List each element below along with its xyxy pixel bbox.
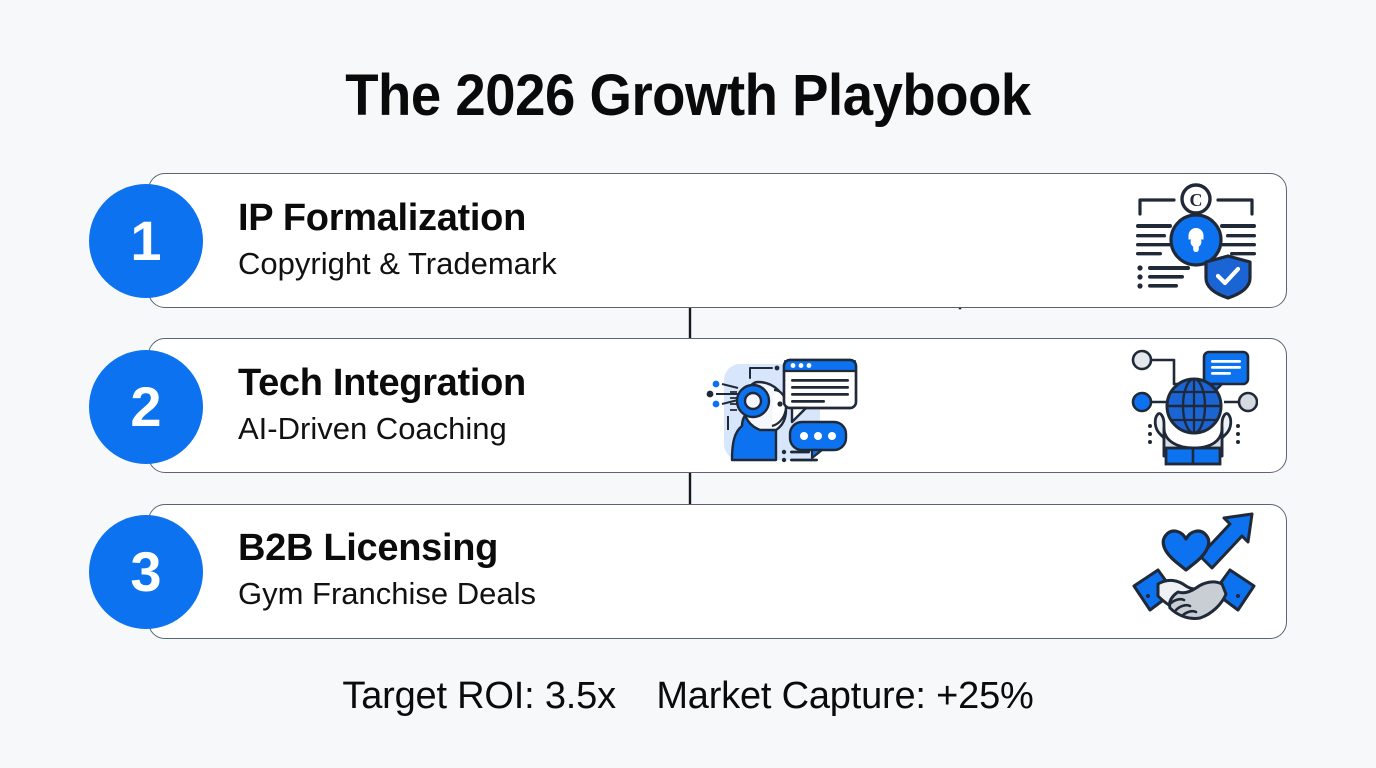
step-card-1[interactable] [148,173,1287,308]
step-text-block-2: Tech Integration AI-Driven Coaching [238,362,526,446]
step-subtitle-2: AI-Driven Coaching [238,410,507,446]
step-number-badge-2: 2 [89,350,203,464]
handshake-heart-growth-icon [1132,512,1256,620]
step-number-badge-3: 3 [89,515,203,629]
step-subtitle-1: Copyright & Trademark [238,245,557,281]
step-number-label: 1 [130,209,162,272]
copyright-lock-shield-icon: C [1136,183,1256,300]
step-text-block-1: IP Formalization Copyright & Trademark [238,197,557,281]
metrics-row: Target ROI: 3.5x Market Capture: +25% [0,675,1376,718]
step-title-1: IP Formalization [238,197,526,239]
step-subtitle-3: Gym Franchise Deals [238,575,537,611]
hands-holding-globe-network-icon [1131,349,1258,466]
target-roi-metric: Target ROI: 3.5x [342,675,616,717]
market-capture-metric: Market Capture: +25% [656,675,1034,717]
step-text-block-3: B2B Licensing Gym Franchise Deals [238,527,537,611]
svg-text:C: C [1190,190,1203,210]
page-title: The 2026 Growth Playbook [345,63,1031,128]
step-title-2: Tech Integration [238,362,526,404]
step-number-label: 2 [130,375,162,438]
step-card-3[interactable] [148,504,1287,639]
step-number-label: 3 [130,540,162,603]
step-title-3: B2B Licensing [238,527,499,569]
step-number-badge-1: 1 [89,184,203,298]
ai-chatbot-icon [706,358,858,463]
